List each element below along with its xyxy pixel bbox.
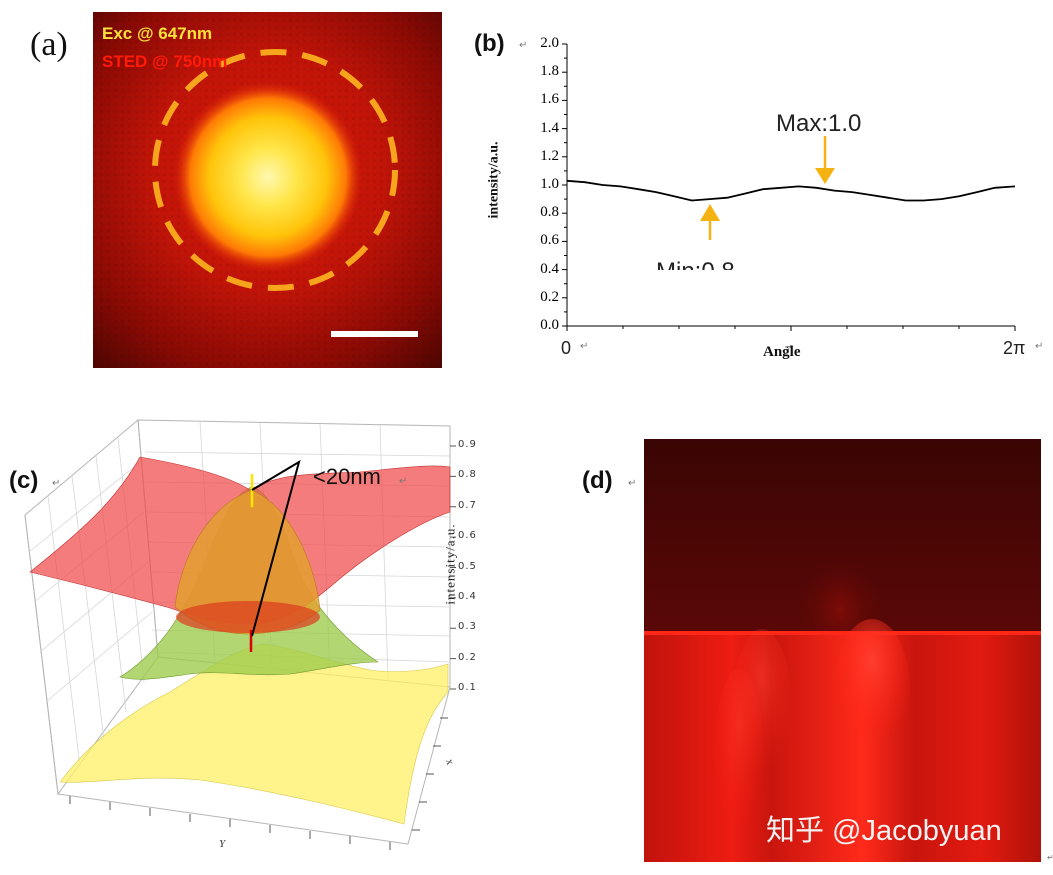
z-tick-label: 0.8 bbox=[458, 469, 477, 481]
series-intensity-line bbox=[566, 179, 1016, 202]
y-tick-label: 1.8 bbox=[540, 63, 559, 80]
y-tick-label: 0.0 bbox=[540, 317, 559, 333]
y-tick-label: 0.6 bbox=[540, 232, 559, 249]
return-mark: ↵ bbox=[1047, 853, 1053, 862]
x-tick-label-0: 0 bbox=[561, 338, 572, 354]
x-tick-label-2pi: 2π bbox=[1003, 338, 1026, 354]
return-mark: ↵ bbox=[519, 40, 528, 51]
return-mark: ↵ bbox=[628, 478, 637, 489]
return-mark: ↵ bbox=[399, 476, 408, 487]
z-axis-title: intensity/a.u. bbox=[442, 523, 458, 605]
psf-image bbox=[93, 12, 442, 368]
panel-a-label: (a) bbox=[30, 26, 68, 63]
z-tick-label: 0.5 bbox=[458, 560, 477, 572]
y-tick-label: 1.4 bbox=[540, 119, 559, 136]
y-tick-label: 0.2 bbox=[540, 288, 559, 305]
dashed-ring bbox=[152, 49, 398, 291]
panel-c-label: (c) bbox=[9, 467, 39, 494]
surface-yellow bbox=[59, 643, 449, 825]
watermark: 知乎 @Jacobyuan bbox=[766, 815, 1002, 847]
legend-exc: Exc @ 647nm bbox=[102, 24, 213, 43]
z-tick-label: 0.2 bbox=[458, 651, 477, 663]
z-tick-label: 0.1 bbox=[458, 682, 477, 693]
surface-3d-plot bbox=[24, 418, 456, 850]
y-tick-label: 1.6 bbox=[540, 91, 559, 108]
y-tick-label: 0.4 bbox=[540, 260, 559, 277]
line-scan-image bbox=[644, 439, 1041, 862]
surface-overlap bbox=[174, 489, 321, 635]
intensity-line-chart bbox=[562, 43, 1016, 331]
x-tick-label-pi: π bbox=[785, 340, 797, 348]
return-mark: ↵ bbox=[580, 341, 589, 352]
min-arrow bbox=[700, 204, 720, 240]
psf-image-panel-a: Exc @ 647nm STED @ 750nm bbox=[93, 12, 442, 368]
y-tick-label: 1.0 bbox=[540, 176, 559, 192]
return-mark: ↵ bbox=[52, 478, 61, 489]
annotation-leader-lines bbox=[251, 459, 301, 637]
x-axis-title: Angle bbox=[763, 344, 801, 360]
x-axis-ticks bbox=[69, 796, 391, 850]
y-tick-label: 2.0 bbox=[540, 35, 559, 51]
panel-d-label: (d) bbox=[582, 467, 613, 494]
panel-b-label: (b) bbox=[474, 30, 505, 57]
line-scan-image-panel-d: 知乎 @Jacobyuan bbox=[644, 439, 1041, 862]
z-tick-label: 0.3 bbox=[458, 621, 477, 633]
scale-bar bbox=[331, 331, 418, 337]
annotation-min-clip: Min:0.8 bbox=[656, 252, 766, 270]
annotation-max: Max:1.0 bbox=[776, 110, 862, 137]
y-tick-label: 0.8 bbox=[540, 204, 559, 221]
annotation-sub20nm: <20nm bbox=[313, 464, 381, 489]
y-tick-label: 1.2 bbox=[540, 147, 559, 164]
legend-sted: STED @ 750nm bbox=[102, 52, 228, 71]
max-arrow bbox=[815, 136, 835, 184]
y-axis-letter: Y bbox=[219, 838, 226, 850]
z-tick-label: 0.6 bbox=[458, 530, 477, 542]
return-mark: ↵ bbox=[1035, 341, 1044, 352]
z-tick-label: 0.7 bbox=[458, 499, 477, 511]
annotation-min: Min:0.8 bbox=[656, 258, 766, 270]
z-tick-label: 0.4 bbox=[458, 590, 477, 602]
z-tick-label: 0.9 bbox=[458, 439, 477, 450]
y-axis-ticks bbox=[412, 717, 448, 831]
y-axis-title: intensity/a.u. bbox=[486, 141, 502, 219]
